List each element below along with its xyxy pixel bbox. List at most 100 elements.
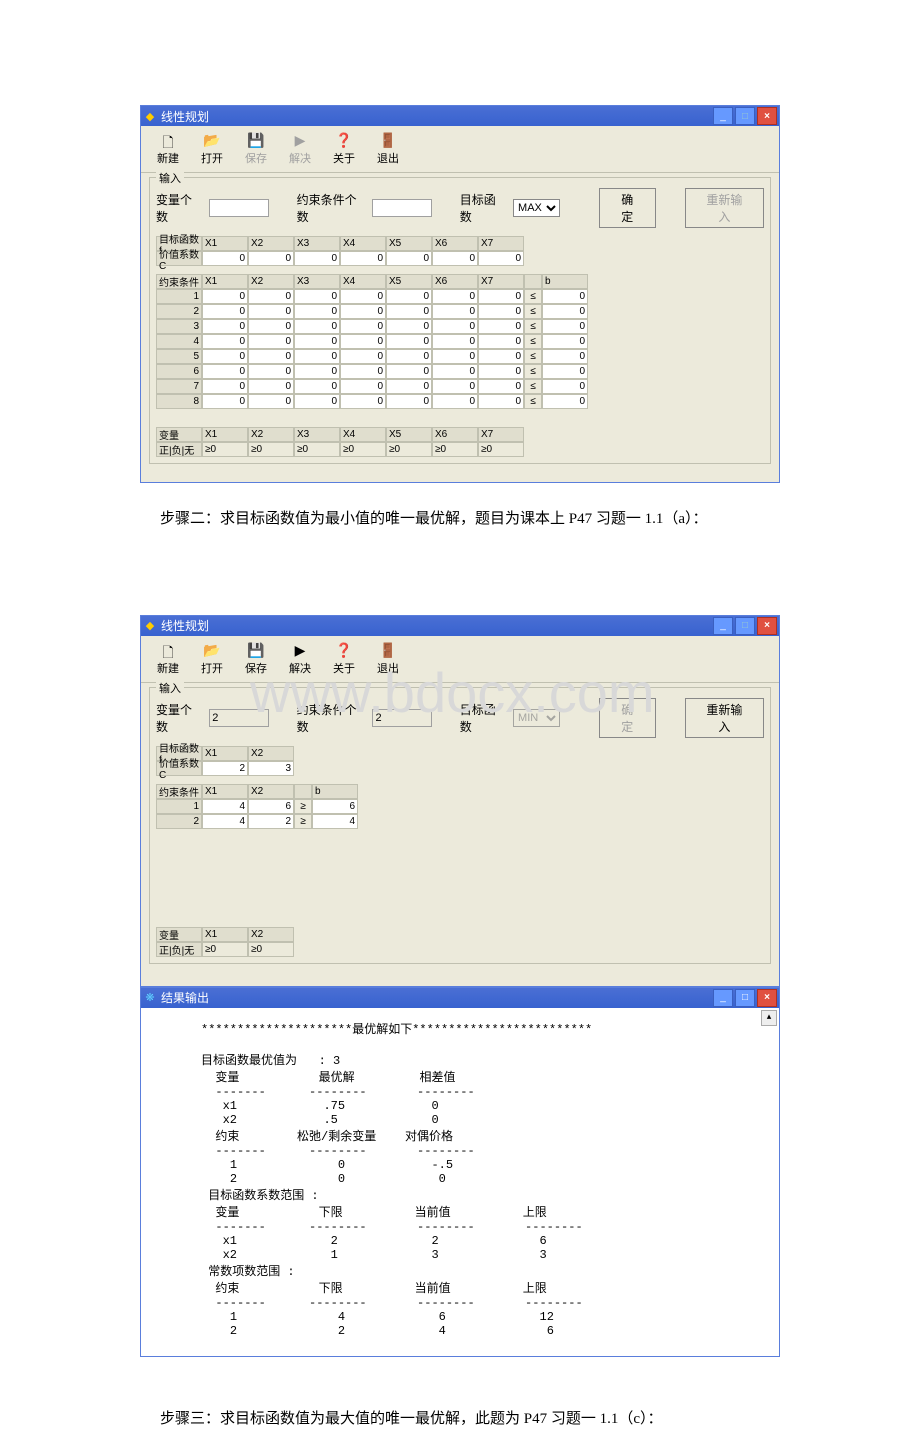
coef-cell[interactable]: 3: [248, 761, 294, 776]
coef-cell[interactable]: 0: [432, 251, 478, 266]
cell[interactable]: 0: [202, 334, 248, 349]
cell[interactable]: 0: [432, 379, 478, 394]
cell[interactable]: 0: [294, 304, 340, 319]
cell[interactable]: 0: [386, 319, 432, 334]
b-cell[interactable]: 0: [542, 334, 588, 349]
cell[interactable]: 0: [340, 349, 386, 364]
cell[interactable]: 0: [248, 289, 294, 304]
b-cell[interactable]: 0: [542, 349, 588, 364]
cell[interactable]: 0: [478, 319, 524, 334]
cell[interactable]: 0: [340, 304, 386, 319]
sign-cell[interactable]: ≥0: [432, 442, 478, 457]
coef-cell[interactable]: 0: [248, 251, 294, 266]
cell[interactable]: 0: [248, 334, 294, 349]
cell[interactable]: 0: [478, 304, 524, 319]
close-button[interactable]: ×: [757, 107, 777, 125]
cell[interactable]: 0: [340, 394, 386, 409]
cell[interactable]: 2: [248, 814, 294, 829]
b-cell[interactable]: 0: [542, 379, 588, 394]
obj-select[interactable]: MAX: [513, 199, 560, 217]
cell[interactable]: 0: [386, 334, 432, 349]
ineq-cell[interactable]: ≤: [524, 394, 542, 409]
sign-cell[interactable]: ≥0: [202, 442, 248, 457]
cell[interactable]: 0: [432, 289, 478, 304]
cell[interactable]: 0: [478, 334, 524, 349]
cell[interactable]: 0: [478, 379, 524, 394]
open-button[interactable]: 📂打开: [191, 640, 233, 678]
coef-cell[interactable]: 0: [478, 251, 524, 266]
cell[interactable]: 0: [294, 334, 340, 349]
b-cell[interactable]: 0: [542, 289, 588, 304]
maximize-button[interactable]: □: [735, 989, 755, 1007]
ineq-cell[interactable]: ≤: [524, 289, 542, 304]
cell[interactable]: 0: [340, 334, 386, 349]
maximize-button[interactable]: □: [735, 107, 755, 125]
cell[interactable]: 0: [202, 289, 248, 304]
cell[interactable]: 0: [294, 364, 340, 379]
minimize-button[interactable]: _: [713, 107, 733, 125]
solve-button[interactable]: ▶解决: [279, 130, 321, 168]
cell[interactable]: 0: [248, 379, 294, 394]
cell[interactable]: 0: [202, 319, 248, 334]
cell[interactable]: 0: [248, 319, 294, 334]
sign-cell[interactable]: ≥0: [386, 442, 432, 457]
save-button[interactable]: 💾保存: [235, 640, 277, 678]
sign-cell[interactable]: ≥0: [294, 442, 340, 457]
cell[interactable]: 0: [294, 349, 340, 364]
ineq-cell[interactable]: ≤: [524, 334, 542, 349]
cell[interactable]: 0: [340, 289, 386, 304]
maximize-button[interactable]: □: [735, 617, 755, 635]
cell[interactable]: 0: [202, 304, 248, 319]
minimize-button[interactable]: _: [713, 617, 733, 635]
sign-cell[interactable]: ≥0: [202, 942, 248, 957]
b-cell[interactable]: 4: [312, 814, 358, 829]
solve-button[interactable]: ▶解决: [279, 640, 321, 678]
scroll-up-icon[interactable]: ▴: [761, 1010, 777, 1026]
about-button[interactable]: ❓关于: [323, 130, 365, 168]
cell[interactable]: 0: [432, 319, 478, 334]
cell[interactable]: 0: [202, 349, 248, 364]
b-cell[interactable]: 0: [542, 304, 588, 319]
cell[interactable]: 0: [432, 394, 478, 409]
cons-input[interactable]: [372, 199, 432, 217]
cell[interactable]: 0: [478, 349, 524, 364]
cell[interactable]: 0: [248, 304, 294, 319]
vars-input[interactable]: [209, 199, 269, 217]
close-button[interactable]: ×: [757, 989, 777, 1007]
cell[interactable]: 0: [432, 364, 478, 379]
b-cell[interactable]: 0: [542, 364, 588, 379]
cell[interactable]: 0: [386, 349, 432, 364]
ineq-cell[interactable]: ≤: [524, 304, 542, 319]
sign-cell[interactable]: ≥0: [248, 942, 294, 957]
ineq-cell[interactable]: ≤: [524, 379, 542, 394]
cell[interactable]: 0: [340, 364, 386, 379]
exit-button[interactable]: 🚪退出: [367, 640, 409, 678]
ineq-cell[interactable]: ≥: [294, 799, 312, 814]
cell[interactable]: 0: [386, 289, 432, 304]
coef-cell[interactable]: 0: [386, 251, 432, 266]
cell[interactable]: 0: [202, 364, 248, 379]
ineq-cell[interactable]: ≥: [294, 814, 312, 829]
cell[interactable]: 0: [478, 394, 524, 409]
cell[interactable]: 0: [248, 394, 294, 409]
cell[interactable]: 0: [478, 364, 524, 379]
new-button[interactable]: 🗋新建: [147, 640, 189, 678]
coef-cell[interactable]: 2: [202, 761, 248, 776]
cell[interactable]: 0: [202, 379, 248, 394]
coef-cell[interactable]: 0: [202, 251, 248, 266]
obj-select[interactable]: MIN: [513, 709, 560, 727]
cons-input[interactable]: [372, 709, 432, 727]
sign-cell[interactable]: ≥0: [248, 442, 294, 457]
ineq-cell[interactable]: ≤: [524, 349, 542, 364]
cell[interactable]: 0: [386, 304, 432, 319]
coef-cell[interactable]: 0: [294, 251, 340, 266]
b-cell[interactable]: 0: [542, 394, 588, 409]
cell[interactable]: 0: [294, 394, 340, 409]
cell[interactable]: 0: [340, 379, 386, 394]
cell[interactable]: 0: [478, 289, 524, 304]
cell[interactable]: 0: [432, 304, 478, 319]
confirm-button[interactable]: 确定: [599, 188, 656, 228]
cell[interactable]: 0: [248, 349, 294, 364]
about-button[interactable]: ❓关于: [323, 640, 365, 678]
ineq-cell[interactable]: ≤: [524, 364, 542, 379]
